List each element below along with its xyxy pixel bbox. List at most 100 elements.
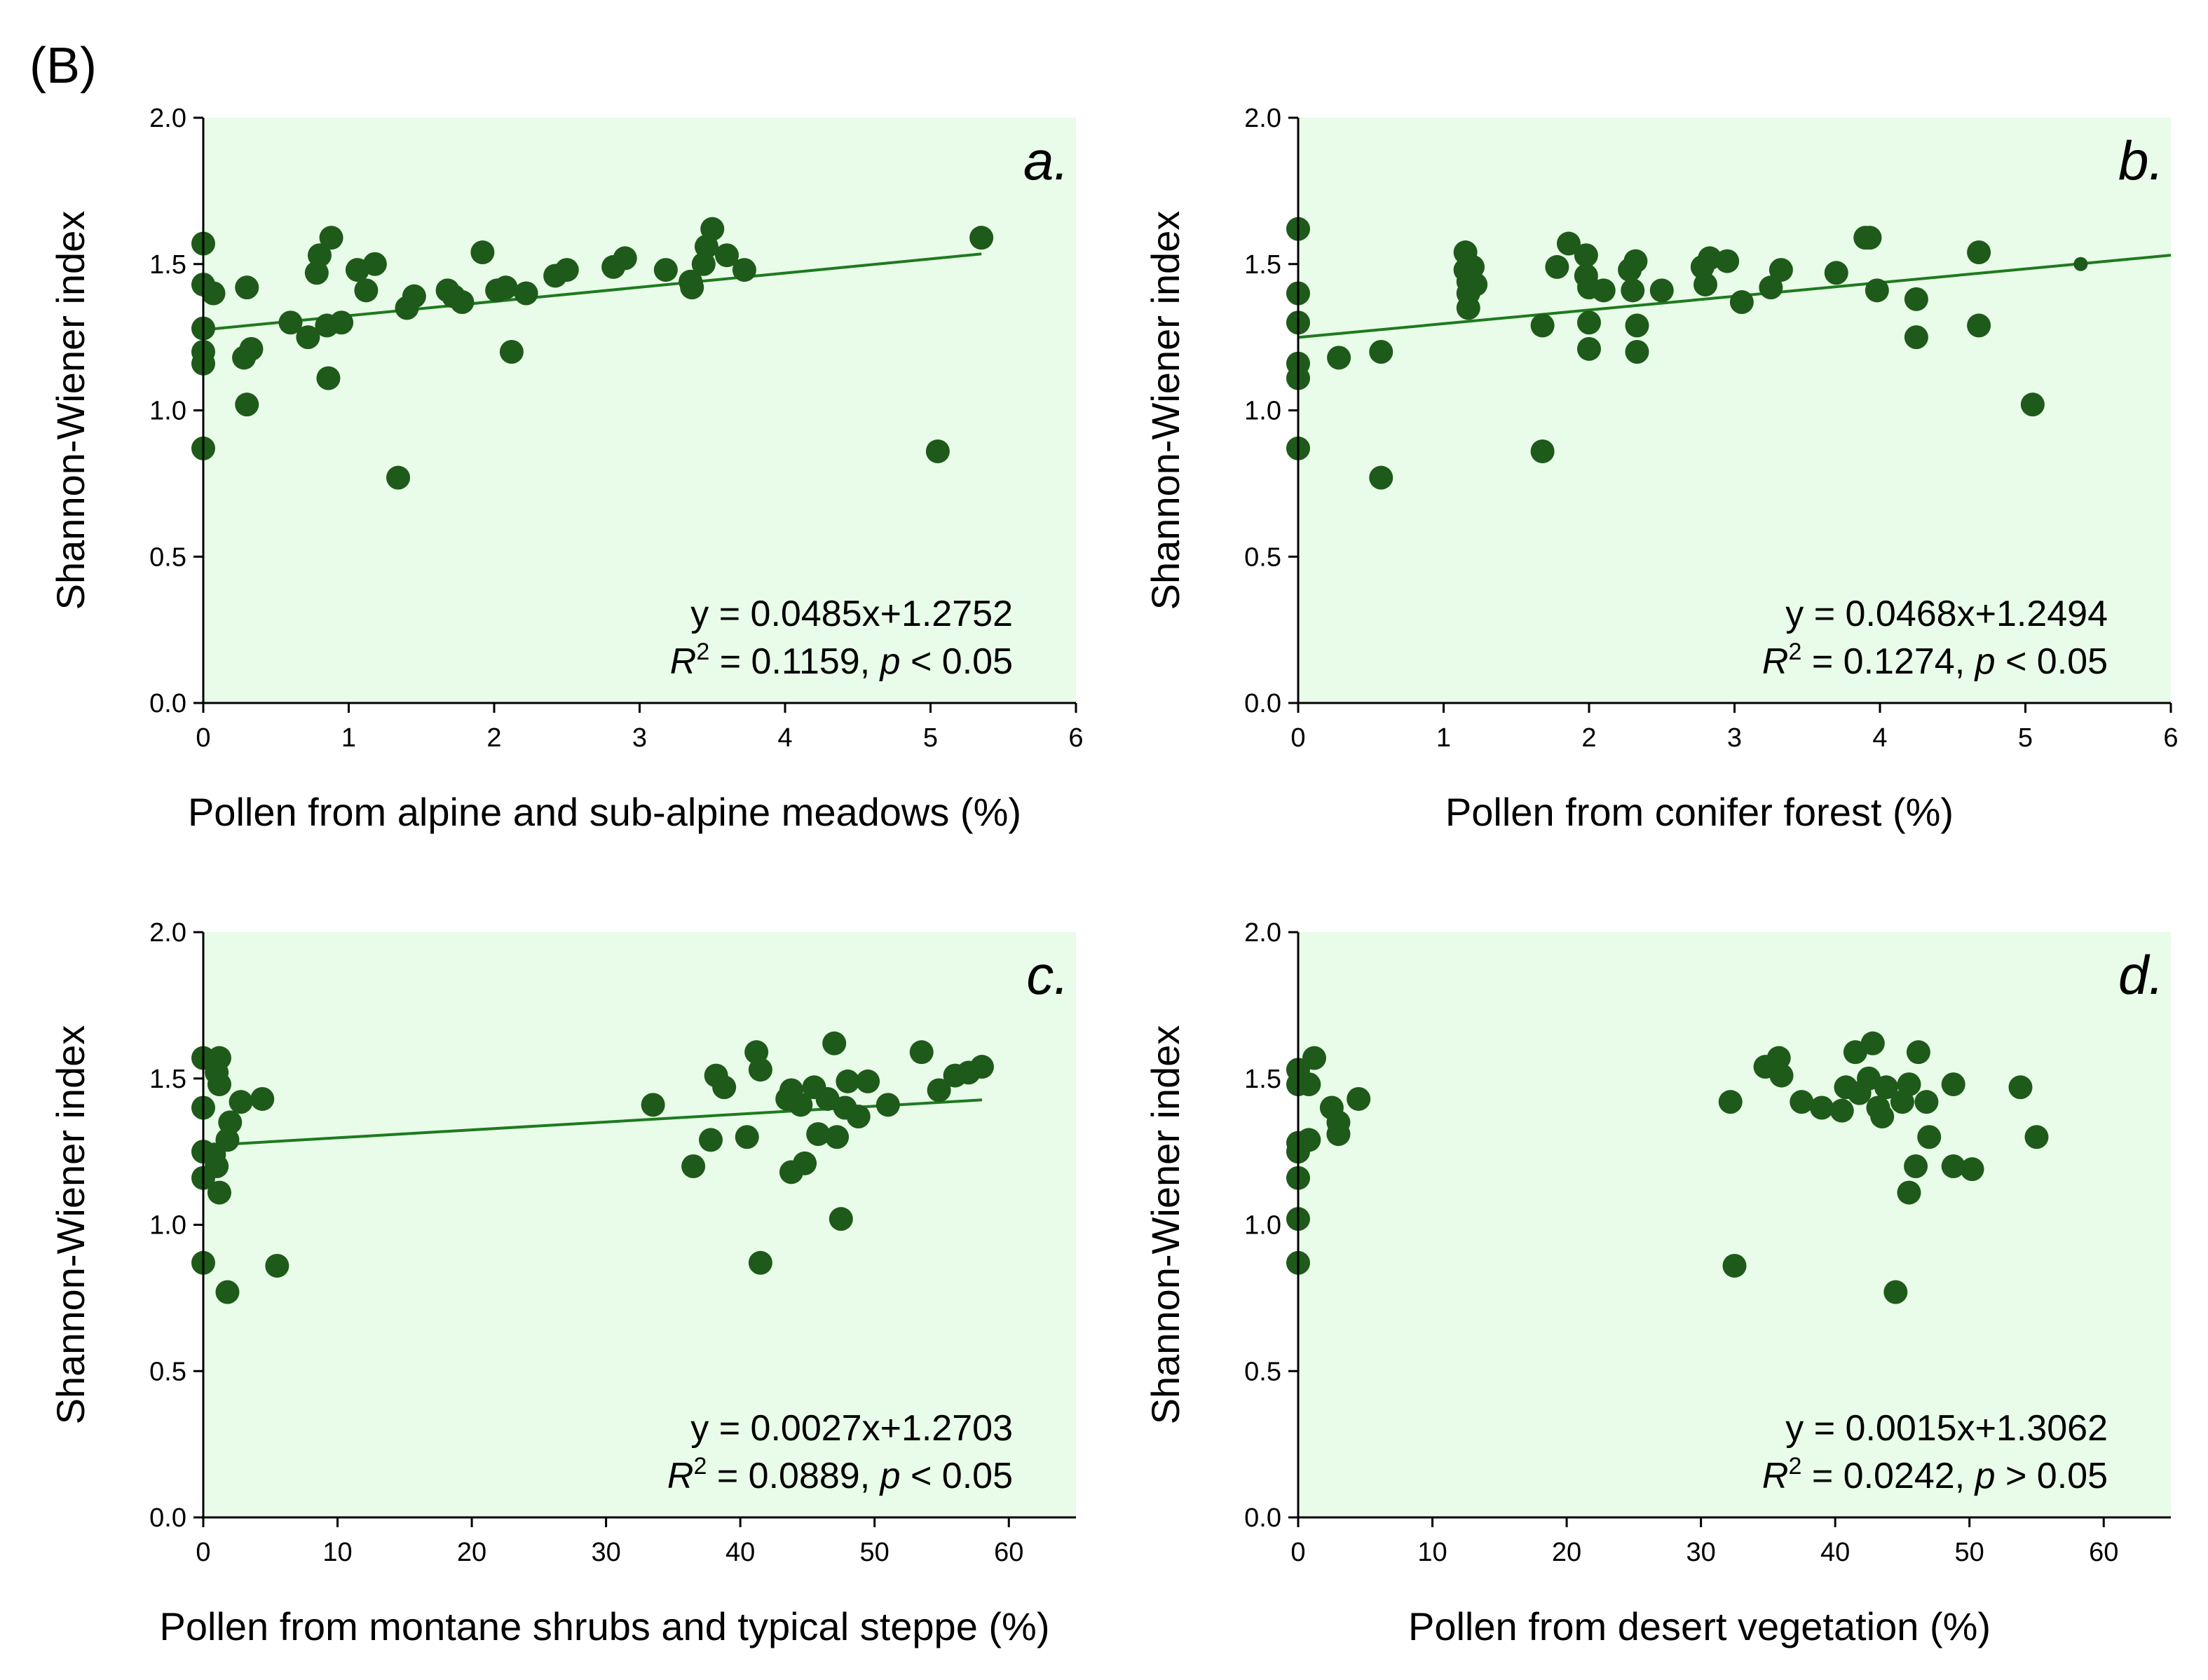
data-point: [789, 1093, 813, 1117]
data-point: [1347, 1086, 1371, 1111]
data-point: [218, 1110, 243, 1135]
data-point: [1860, 1031, 1885, 1056]
y-axis-title: Shannon-Wiener index: [1143, 211, 1187, 610]
data-point: [1766, 1046, 1791, 1070]
x-tick-label: 60: [994, 1538, 1023, 1567]
data-point: [846, 1105, 871, 1129]
data-point: [1464, 272, 1488, 296]
data-point: [1530, 439, 1555, 463]
panel-tag: a.: [1023, 130, 1069, 191]
y-axis-title: Shannon-Wiener index: [1143, 1025, 1187, 1425]
data-point: [1649, 278, 1674, 303]
y-axis-title: Shannon-Wiener index: [48, 211, 93, 610]
x-tick-label: 50: [1955, 1538, 1984, 1567]
data-point: [825, 1125, 850, 1149]
x-tick-label: 20: [457, 1538, 486, 1567]
data-point: [691, 252, 716, 276]
y-tick-label: 0.5: [1244, 1357, 1281, 1386]
data-point: [699, 1128, 723, 1152]
data-point: [402, 284, 426, 308]
data-point: [265, 1253, 289, 1278]
plot-area: [1298, 932, 2171, 1517]
x-axis-title: Pollen from alpine and sub-alpine meadow…: [188, 790, 1021, 834]
data-point: [1874, 1075, 1898, 1100]
plot-area: [203, 932, 1076, 1517]
data-point: [927, 1078, 951, 1102]
data-point: [748, 1250, 772, 1275]
data-point: [1769, 1063, 1794, 1088]
data-point: [205, 1154, 229, 1178]
x-tick-label: 5: [2018, 723, 2033, 753]
data-point: [201, 281, 226, 306]
data-point: [1625, 340, 1649, 364]
data-point: [1858, 226, 1882, 250]
data-point: [1530, 313, 1555, 338]
data-point: [450, 290, 475, 315]
data-point: [235, 392, 259, 417]
data-point: [1960, 1157, 1984, 1182]
data-point: [386, 465, 411, 490]
data-point: [308, 243, 332, 268]
data-point: [354, 278, 379, 303]
data-point: [470, 240, 495, 265]
x-tick-label: 4: [777, 723, 792, 753]
data-point: [712, 1075, 737, 1100]
x-tick-label: 3: [1727, 723, 1742, 753]
regression-equation: y = 0.0015x+1.3062: [1785, 1408, 2108, 1449]
data-point: [1824, 261, 1848, 285]
data-point: [1906, 1040, 1930, 1065]
data-point: [1941, 1154, 1965, 1178]
y-tick-label: 1.5: [149, 1065, 186, 1094]
data-point: [215, 1280, 240, 1304]
data-point: [1577, 310, 1601, 335]
regression-equation: y = 0.0027x+1.2703: [690, 1408, 1013, 1449]
data-point: [2020, 392, 2045, 417]
data-point: [1545, 254, 1569, 279]
panel-tag: d.: [2118, 944, 2164, 1006]
r-squared-line: R2 = 0.0889, p < 0.05: [667, 1453, 1013, 1496]
x-tick-label: 6: [1068, 723, 1083, 753]
data-point: [1904, 325, 1928, 350]
panel-tag: c.: [1026, 944, 1069, 1006]
x-tick-label: 10: [322, 1538, 352, 1567]
data-point: [806, 1122, 831, 1147]
y-tick-label: 2.0: [149, 104, 186, 133]
regression-equation: y = 0.0468x+1.2494: [1785, 594, 2108, 634]
data-point: [2024, 1125, 2049, 1149]
data-point: [925, 439, 950, 463]
data-point: [514, 281, 538, 306]
data-point: [1591, 278, 1616, 303]
data-point: [700, 217, 725, 241]
data-point: [207, 1072, 231, 1097]
data-point: [207, 1046, 231, 1070]
data-point: [680, 275, 704, 300]
data-point: [278, 310, 303, 335]
data-point: [1621, 278, 1645, 303]
data-point: [215, 1128, 240, 1152]
y-tick-label: 2.0: [1244, 104, 1281, 133]
data-point: [1897, 1180, 1921, 1205]
y-tick-label: 1.0: [1244, 397, 1281, 426]
data-point: [1904, 287, 1928, 311]
data-point: [1623, 249, 1648, 273]
y-tick-label: 1.5: [149, 250, 186, 280]
x-tick-label: 10: [1417, 1538, 1447, 1567]
figure-label: (B): [29, 38, 97, 94]
x-tick-label: 4: [1872, 723, 1887, 753]
x-axis-title: Pollen from desert vegetation (%): [1408, 1604, 1991, 1648]
y-tick-label: 0.0: [1244, 1503, 1281, 1533]
data-point: [1722, 1253, 1747, 1278]
data-point: [681, 1154, 706, 1178]
data-point: [1729, 290, 1754, 315]
data-point: [856, 1069, 880, 1093]
plot-area: [203, 118, 1076, 703]
data-point: [207, 1180, 231, 1205]
data-point: [732, 258, 756, 282]
x-tick-label: 0: [196, 1538, 210, 1567]
data-point: [1577, 336, 1601, 361]
data-point: [836, 1069, 860, 1093]
data-point: [2073, 257, 2088, 271]
data-point: [296, 325, 320, 350]
y-tick-label: 0.5: [149, 542, 186, 572]
